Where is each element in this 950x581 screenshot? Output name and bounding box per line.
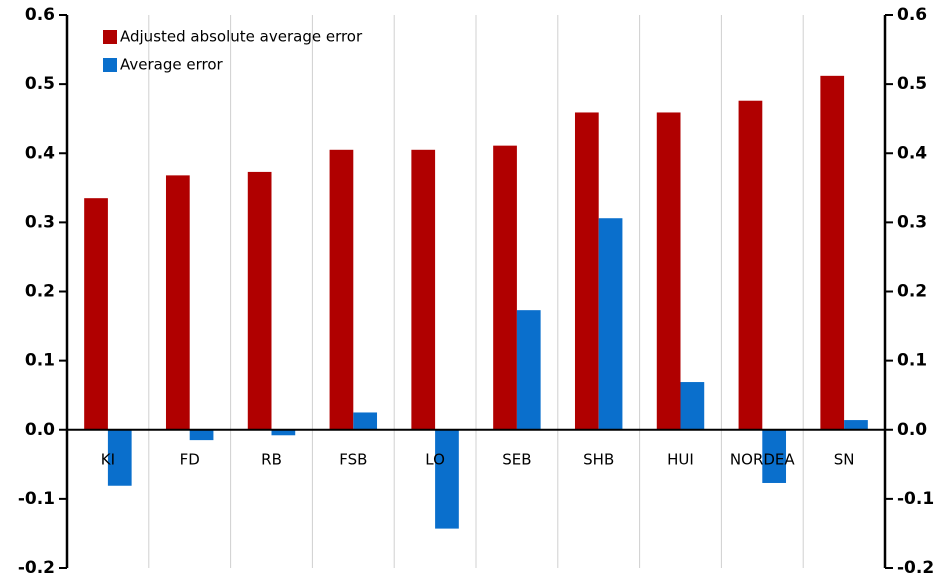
x-tick-label: SEB xyxy=(502,450,531,468)
x-tick-label: NORDEA xyxy=(730,450,795,468)
bar xyxy=(598,218,623,430)
y-tick-label: 0.3 xyxy=(897,212,927,232)
x-tick-label: FD xyxy=(180,450,200,468)
bar xyxy=(271,429,296,436)
x-tick-label: SN xyxy=(834,450,855,468)
bar xyxy=(165,175,190,430)
y-tick-label: 0.6 xyxy=(25,5,55,25)
bar xyxy=(574,112,599,430)
y-tick-label: 0.5 xyxy=(897,74,927,94)
x-tick-label: LO xyxy=(425,450,445,468)
y-tick-label: -0.1 xyxy=(897,489,934,509)
x-tick-label: KI xyxy=(101,450,115,468)
bar xyxy=(738,100,763,430)
y-tick-label: -0.2 xyxy=(18,558,55,578)
bar xyxy=(107,429,132,486)
y-tick-label: -0.2 xyxy=(897,558,934,578)
bar xyxy=(247,171,272,430)
legend-swatch xyxy=(103,30,117,44)
bar xyxy=(493,145,517,430)
bar xyxy=(762,429,787,483)
bar xyxy=(820,75,845,430)
x-tick-label: HUI xyxy=(667,450,694,468)
y-tick-label: 0.2 xyxy=(25,282,55,302)
y-tick-label: 0.4 xyxy=(25,143,55,163)
bar xyxy=(329,149,354,430)
bar xyxy=(411,149,436,430)
legend-swatch xyxy=(103,58,117,72)
y-tick-label: 0.0 xyxy=(25,420,55,440)
bar xyxy=(353,412,378,430)
bar xyxy=(680,382,705,430)
y-tick-label: 0.5 xyxy=(25,74,55,94)
legend-label: Average error xyxy=(120,56,224,74)
y-tick-label: -0.1 xyxy=(18,489,55,509)
legend-label: Adjusted absolute average error xyxy=(120,28,363,46)
bar xyxy=(84,198,108,430)
y-tick-label: 0.1 xyxy=(897,351,927,371)
bar xyxy=(656,112,681,430)
x-tick-label: RB xyxy=(261,450,282,468)
bar xyxy=(844,420,868,430)
bar xyxy=(435,429,459,529)
y-tick-label: 0.3 xyxy=(25,212,55,232)
x-tick-label: FSB xyxy=(339,450,367,468)
y-tick-label: 0.4 xyxy=(897,143,927,163)
y-tick-label: 0.0 xyxy=(897,420,927,440)
bar xyxy=(516,310,541,430)
y-tick-label: 0.2 xyxy=(897,282,927,302)
y-tick-label: 0.1 xyxy=(25,351,55,371)
bar xyxy=(189,429,214,441)
y-tick-label: 0.6 xyxy=(897,5,927,25)
x-tick-label: SHB xyxy=(583,450,614,468)
